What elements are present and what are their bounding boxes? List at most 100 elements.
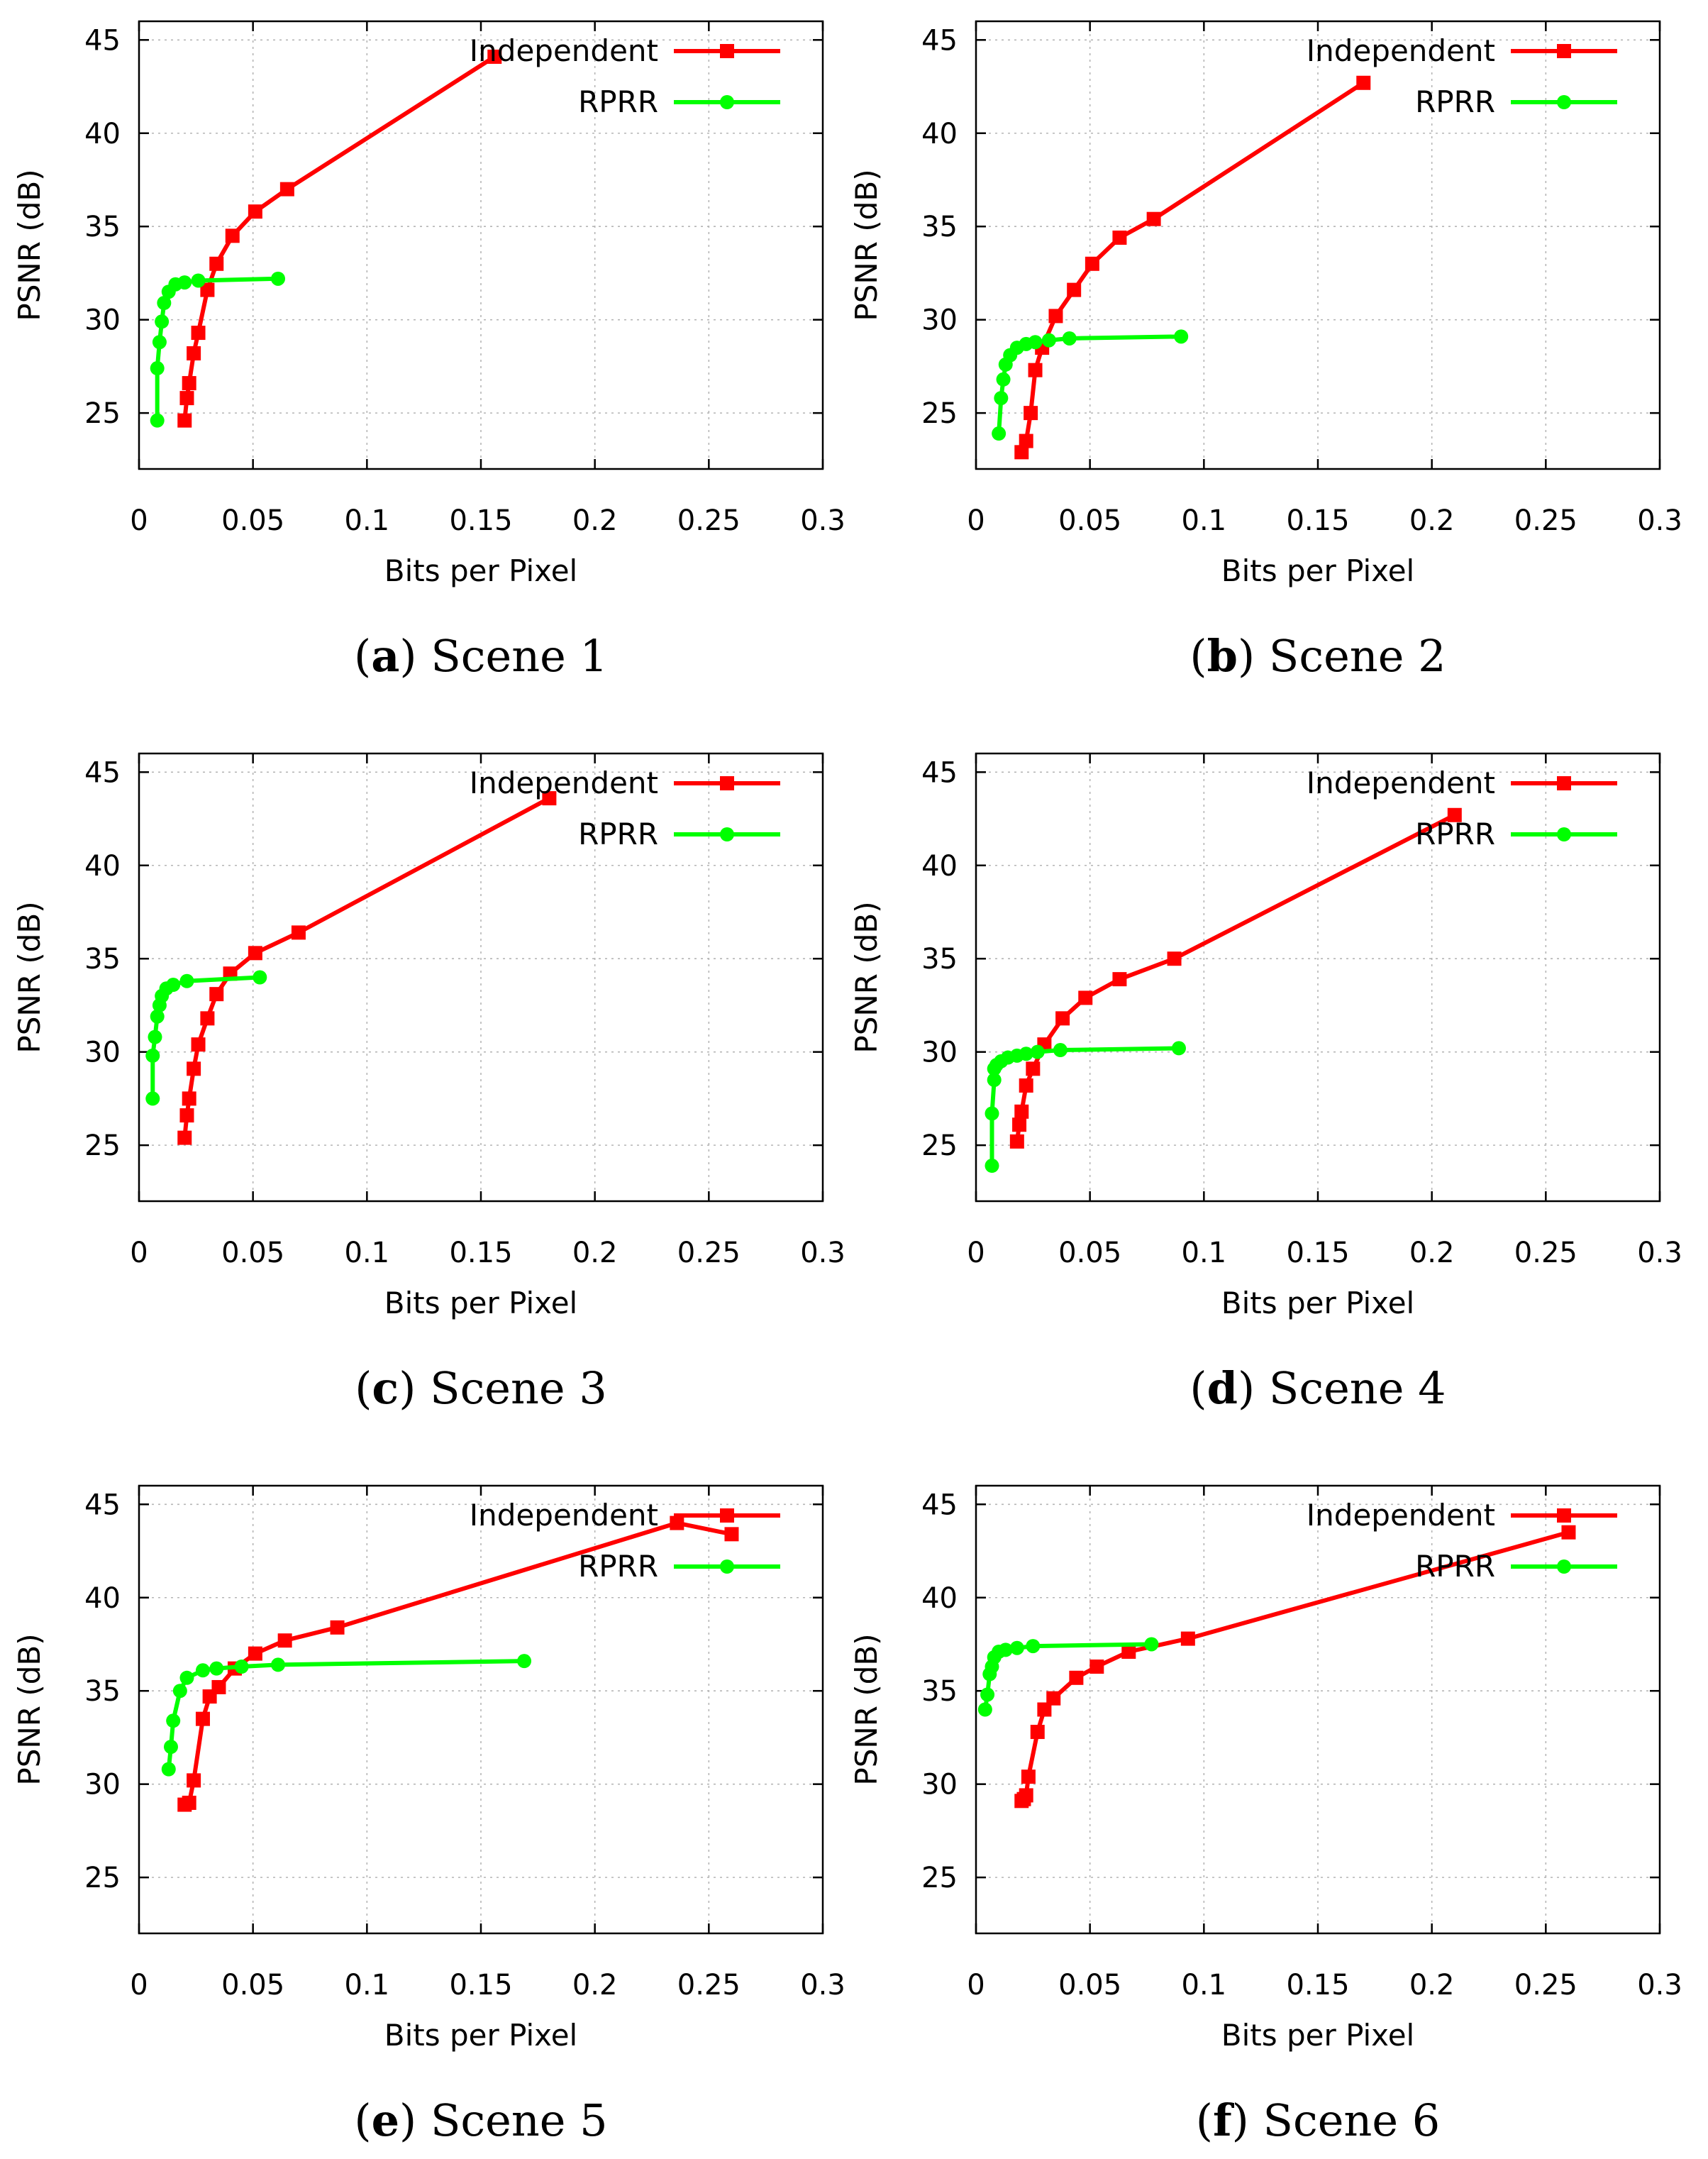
data-point-rprr [195,1663,210,1678]
data-point-rprr [145,1091,160,1106]
y-tick-label: 40 [921,118,958,150]
x-tick-label: 0.05 [221,504,284,537]
data-point-rprr [179,1670,194,1685]
x-axis-title: Bits per Pixel [384,1286,577,1320]
caption-letter: f [1213,2094,1234,2146]
data-point-rprr [1019,1047,1033,1061]
y-tick-label: 30 [84,304,121,337]
data-point-rprr [150,361,165,376]
data-point-independent [187,1061,201,1076]
caption-label: Scene 2 [1269,630,1446,682]
data-point-rprr [161,1762,176,1777]
data-point-rprr [271,1657,286,1672]
y-tick-label: 40 [84,1582,121,1615]
caption-letter: b [1207,630,1238,682]
data-point-rprr [1171,1041,1186,1056]
legend-label: Independent [1307,766,1495,800]
data-point-independent [1180,1631,1195,1646]
caption-paren-close: ) [1238,1362,1269,1414]
caption-paren-open: ( [354,630,371,682]
legend-marker [720,44,734,58]
data-point-independent [179,391,194,406]
legend-label: RPRR [578,84,658,119]
data-point-independent [177,413,192,428]
x-axis-title: Bits per Pixel [1221,553,1414,588]
x-tick-label: 0.05 [221,1237,284,1269]
data-point-rprr [166,978,181,993]
series-line-independent [1014,813,1456,1142]
caption-paren-open: ( [354,2094,371,2146]
x-tick-label: 0.2 [1409,1237,1455,1269]
legend-marker [720,1508,734,1523]
data-point-independent [1019,434,1033,448]
y-tick-label: 25 [84,1862,121,1894]
y-tick-label: 45 [921,24,958,57]
legend-label: RPRR [1415,1549,1495,1584]
x-axis-title: Bits per Pixel [384,553,577,588]
data-point-independent [724,1527,739,1542]
x-tick-label: 0.3 [800,504,845,537]
data-point-independent [1009,1134,1024,1149]
data-point-rprr [179,973,194,988]
y-axis-title: PSNR (dB) [849,1633,884,1785]
y-tick-label: 45 [84,1489,121,1521]
data-point-independent [209,256,224,271]
data-point-independent [1121,1644,1136,1659]
x-tick-label: 0.1 [345,504,390,537]
x-axis-title: Bits per Pixel [384,2018,577,2053]
data-point-independent [670,1515,684,1530]
data-point-rprr [994,391,1009,406]
y-tick-label: 35 [921,1675,958,1708]
data-point-independent [1067,282,1082,297]
caption-label: Scene 5 [431,2094,608,2146]
data-point-independent [1021,1769,1036,1784]
y-tick-label: 30 [921,1037,958,1069]
legend-label: RPRR [578,1549,658,1584]
caption-letter: a [371,630,399,682]
data-point-rprr [996,372,1011,387]
caption-paren-open: ( [1190,1362,1207,1414]
y-tick-label: 35 [84,1675,121,1708]
data-point-independent [279,182,294,197]
panel-caption: (b) Scene 2 [1190,630,1446,682]
data-point-independent [1085,256,1099,271]
data-point-independent [1055,1011,1070,1026]
legend-marker [1557,827,1571,841]
data-point-independent [187,1773,201,1788]
y-tick-label: 30 [84,1769,121,1801]
caption-paren-close: ) [1238,630,1269,682]
data-point-rprr [985,1159,999,1174]
legend-label: Independent [470,1498,658,1533]
y-tick-label: 45 [84,756,121,789]
x-tick-label: 0.3 [1637,504,1682,537]
caption-paren-close: ) [1232,2094,1263,2146]
legend-label: Independent [1307,1498,1495,1533]
legend-marker [1557,44,1571,58]
data-point-rprr [150,413,165,428]
data-point-independent [277,1633,292,1648]
data-point-rprr [977,1702,992,1717]
data-point-independent [1089,1660,1104,1674]
data-point-independent [248,946,262,961]
chart-panel-d: 0 0.05 0.1 0.15 0.2 0.25 0.3 25 30 35 40 45 Bits per… [849,752,1682,1414]
y-tick-label: 25 [84,397,121,430]
chart-panel-a: 0 0.05 0.1 0.15 0.2 0.25 0.3 25 30 35 40 45 Bits per… [12,20,845,682]
x-tick-label: 0.1 [1182,1969,1227,2001]
data-point-independent [209,987,224,1002]
data-point-independent [487,49,502,64]
y-tick-label: 35 [84,211,121,243]
data-point-independent [1356,75,1371,90]
data-point-independent [1012,1117,1027,1132]
y-tick-label: 40 [84,850,121,883]
x-tick-label: 0.15 [1286,1969,1349,2001]
data-point-independent [177,1130,192,1145]
caption-label: Scene 3 [430,1362,607,1414]
caption-paren-close: ) [399,2094,431,2146]
x-tick-label: 0.05 [1058,1237,1121,1269]
x-tick-label: 0 [967,1969,985,2001]
data-point-rprr [980,1687,995,1702]
data-point-rprr [985,1106,999,1121]
data-point-independent [182,1795,196,1810]
data-point-rprr [152,335,167,350]
data-point-rprr [271,271,286,286]
